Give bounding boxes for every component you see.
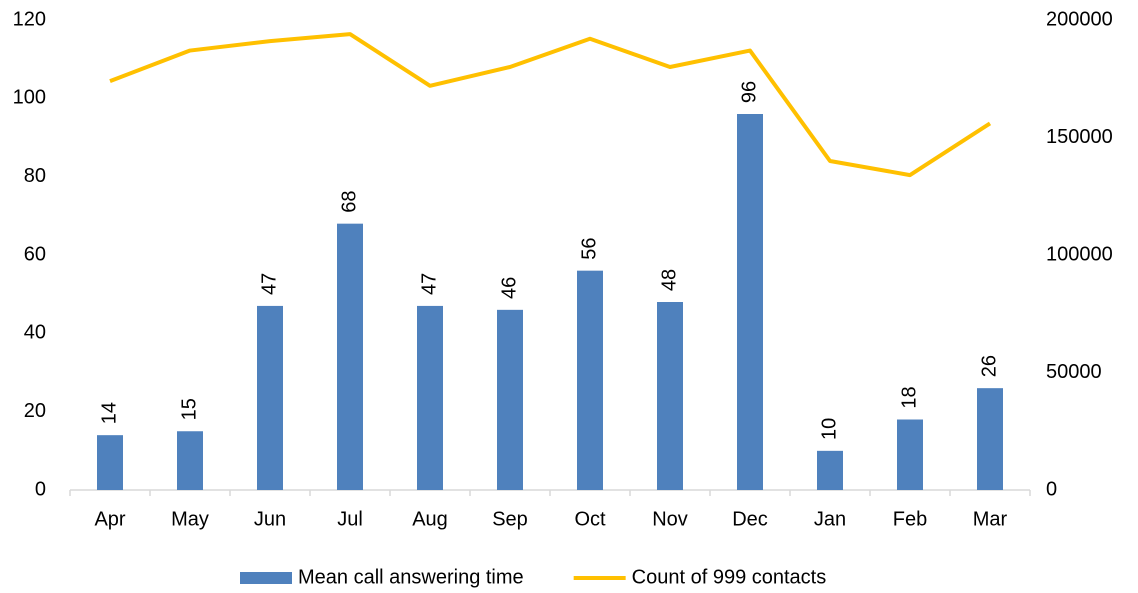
- x-tick-label: Jul: [337, 508, 363, 530]
- data-label: 56: [578, 238, 600, 260]
- bar: [417, 305, 443, 490]
- x-tick-label: Jun: [254, 508, 286, 530]
- legend-label: Mean call answering time: [298, 566, 524, 588]
- legend-swatch: [240, 572, 292, 584]
- data-label: 68: [338, 191, 360, 213]
- y-tick-label: 20: [24, 400, 46, 422]
- y2-tick-label: 0: [1046, 478, 1057, 500]
- data-label: 96: [738, 81, 760, 103]
- x-tick-label: Apr: [94, 508, 125, 530]
- y-tick-label: 40: [24, 322, 46, 344]
- y2-tick-label: 200000: [1046, 8, 1113, 30]
- x-tick-label: Oct: [574, 508, 606, 530]
- data-label: 10: [818, 418, 840, 440]
- y-tick-label: 100: [13, 87, 46, 109]
- bar: [497, 309, 523, 490]
- data-label: 14: [98, 402, 120, 424]
- bar: [577, 270, 603, 490]
- data-label: 48: [658, 269, 680, 291]
- bar: [657, 302, 683, 490]
- y-tick-label: 0: [35, 478, 46, 500]
- x-tick-label: Nov: [652, 508, 688, 530]
- data-label: 47: [258, 273, 280, 295]
- y2-tick-label: 150000: [1046, 126, 1113, 148]
- y2-tick-label: 50000: [1046, 361, 1102, 383]
- x-tick-label: Dec: [732, 508, 768, 530]
- x-tick-label: Jan: [814, 508, 846, 530]
- data-label: 26: [978, 355, 1000, 377]
- data-label: 47: [418, 273, 440, 295]
- bar: [257, 305, 283, 490]
- bar: [177, 431, 203, 490]
- x-tick-label: Mar: [973, 508, 1008, 530]
- bar: [97, 435, 123, 490]
- x-tick-label: Sep: [492, 508, 528, 530]
- legend-label: Count of 999 contacts: [632, 566, 827, 588]
- line: [109, 32, 992, 178]
- x-tick-label: Feb: [893, 508, 927, 530]
- y-tick-label: 120: [13, 8, 46, 30]
- x-tick-label: Aug: [412, 508, 448, 530]
- bar: [737, 114, 763, 490]
- y-tick-label: 80: [24, 165, 46, 187]
- data-label: 15: [178, 398, 200, 420]
- y2-tick-label: 100000: [1046, 243, 1113, 265]
- bar: [897, 419, 923, 490]
- bar: [337, 223, 363, 490]
- bar: [817, 450, 843, 490]
- data-label: 18: [898, 386, 920, 408]
- x-tick-label: May: [171, 508, 209, 530]
- bar: [977, 388, 1003, 490]
- data-label: 46: [498, 277, 520, 299]
- y-tick-label: 60: [24, 243, 46, 265]
